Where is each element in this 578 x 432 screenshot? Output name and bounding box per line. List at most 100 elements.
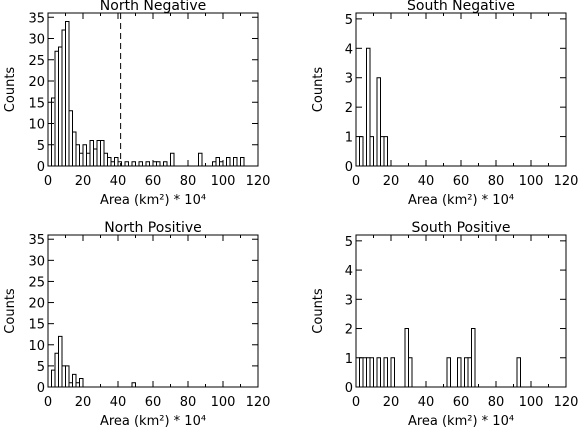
north-negative-histogram-bin [75,144,80,166]
north-negative-y-tick-label: 5 [37,139,45,154]
north-negative-y-axis-label: Counts [3,67,18,113]
north-negative-histogram-bin [198,152,203,166]
north-negative-y-tick-label: 10 [28,118,45,133]
north-positive-x-tick-label: 120 [246,395,271,410]
north-negative-y-tick-label: 20 [28,75,45,90]
north-negative-plot-frame [47,12,259,167]
north-negative-y-tick-label: 25 [28,54,45,69]
north-positive-x-tick-label: 0 [44,395,52,410]
south-positive-x-tick-label: 20 [383,395,400,410]
south-positive-y-tick-label: 2 [345,323,353,338]
north-positive-plot-frame [47,234,259,388]
south-negative-x-tick-label: 60 [453,174,470,189]
north-positive-y-tick-label: 10 [28,339,45,354]
north-positive-histogram-bin [72,373,77,387]
north-negative-histogram-bin [103,152,108,166]
south-negative-y-tick-label: 5 [345,13,353,28]
north-negative-histogram-bin [58,46,63,166]
north-positive-histogram-bin [79,378,84,387]
north-negative-histogram-bin [96,140,101,166]
north-positive-y-tick-label: 0 [37,381,45,396]
south-positive-x-tick-label: 0 [352,395,360,410]
north-negative-histogram-bin [79,152,84,166]
south-positive-panel: South Positive 0 20 40 60 80 100 120 0 1 2 3 4 5 Area … [311,220,578,429]
north-negative-histogram-bin [170,152,175,166]
south-negative-histogram-bin [359,136,364,166]
north-positive-y-tick-label: 20 [28,297,45,312]
north-negative-histogram-bin [68,110,73,166]
north-negative-x-tick-label: 40 [110,174,127,189]
north-negative-histogram-bin [226,157,231,166]
north-negative-x-tick-label: 120 [246,174,271,189]
south-negative-y-tick-label: 1 [345,131,353,146]
south-positive-histogram-bin [383,357,388,387]
north-negative-x-tick-label: 20 [75,174,92,189]
north-negative-title: North Negative [100,0,206,14]
south-positive-y-tick-label: 3 [345,293,353,308]
north-positive-y-tick-label: 25 [28,275,45,290]
south-positive-histogram-bin [359,357,364,387]
north-negative-histogram-bin [54,50,59,166]
north-positive-histogram-bin [54,352,59,387]
south-negative-x-axis-label: Area (km²) * 10⁴ [408,193,514,208]
south-negative-histogram-bin [376,77,381,166]
south-negative-x-tick-label: 100 [519,174,544,189]
south-positive-histogram-bin [467,357,472,387]
north-negative-histogram-bin [233,157,238,166]
south-positive-x-tick-label: 100 [519,395,544,410]
north-positive-histogram-bin [75,382,80,387]
south-positive-y-axis-label: Counts [311,288,326,334]
south-positive-histogram-bin [404,328,409,387]
north-negative-histogram-bin [82,144,87,166]
south-negative-histogram-bin [380,136,385,166]
north-positive-histogram-bin [131,382,136,387]
south-positive-histogram-bin [446,357,451,387]
north-negative-x-tick-label: 100 [211,174,236,189]
north-negative-histogram-bin [145,161,150,166]
south-positive-title: South Positive [411,220,510,236]
north-positive-y-axis-label: Counts [3,288,18,334]
north-negative-histogram-bin [219,161,224,166]
north-negative-histogram-bin [215,157,220,166]
north-negative-histogram-bin [117,161,122,166]
north-negative-histogram-bin [114,157,119,166]
north-negative-y-tick-label: 15 [28,96,45,111]
south-negative-x-tick-label: 120 [554,174,578,189]
south-positive-x-tick-label: 120 [554,395,578,410]
south-negative-histogram-bin [366,47,371,166]
north-negative-histogram-bin [124,161,129,166]
south-positive-histogram-bin [390,357,395,387]
north-negative-histogram-bin [152,161,157,166]
north-negative-histogram-bin [61,29,66,166]
north-negative-histogram-bin [107,157,112,166]
north-negative-panel: North Negative 0 20 40 60 80 100 120 0 5 10 15 20 25 3… [3,0,270,208]
south-positive-histogram-bin [457,357,462,387]
north-negative-y-tick-label: 0 [37,160,45,175]
north-positive-panel: North Positive 0 20 40 60 80 100 120 0 5 10 15 20 25 3… [3,220,270,429]
south-negative-title: South Negative [407,0,515,14]
north-positive-histogram-bin [58,335,63,387]
south-negative-histogram-bin [369,136,374,166]
north-positive-y-tick-label: 5 [37,360,45,375]
north-positive-x-tick-label: 40 [110,395,127,410]
north-negative-x-axis-label: Area (km²) * 10⁴ [100,193,206,208]
north-negative-histogram-bin [240,157,245,166]
north-positive-histogram-bin [65,365,70,387]
north-negative-x-tick-label: 80 [180,174,197,189]
north-negative-histogram-bin [110,161,115,166]
north-positive-histogram-bin [51,369,56,387]
south-positive-x-tick-label: 80 [488,395,505,410]
north-negative-x-tick-label: 60 [145,174,162,189]
north-negative-histogram-bin [89,140,94,166]
south-positive-histogram-bin [464,357,469,387]
south-negative-y-tick-label: 2 [345,101,353,116]
north-positive-x-tick-label: 80 [180,395,197,410]
south-negative-x-tick-label: 0 [352,174,360,189]
north-negative-histogram-bin [138,161,143,166]
south-positive-y-tick-label: 5 [345,235,353,250]
north-negative-histogram-bin [212,161,217,166]
north-negative-x-tick-label: 0 [44,174,52,189]
north-negative-histogram-bin [93,148,98,166]
south-positive-x-tick-label: 40 [418,395,435,410]
